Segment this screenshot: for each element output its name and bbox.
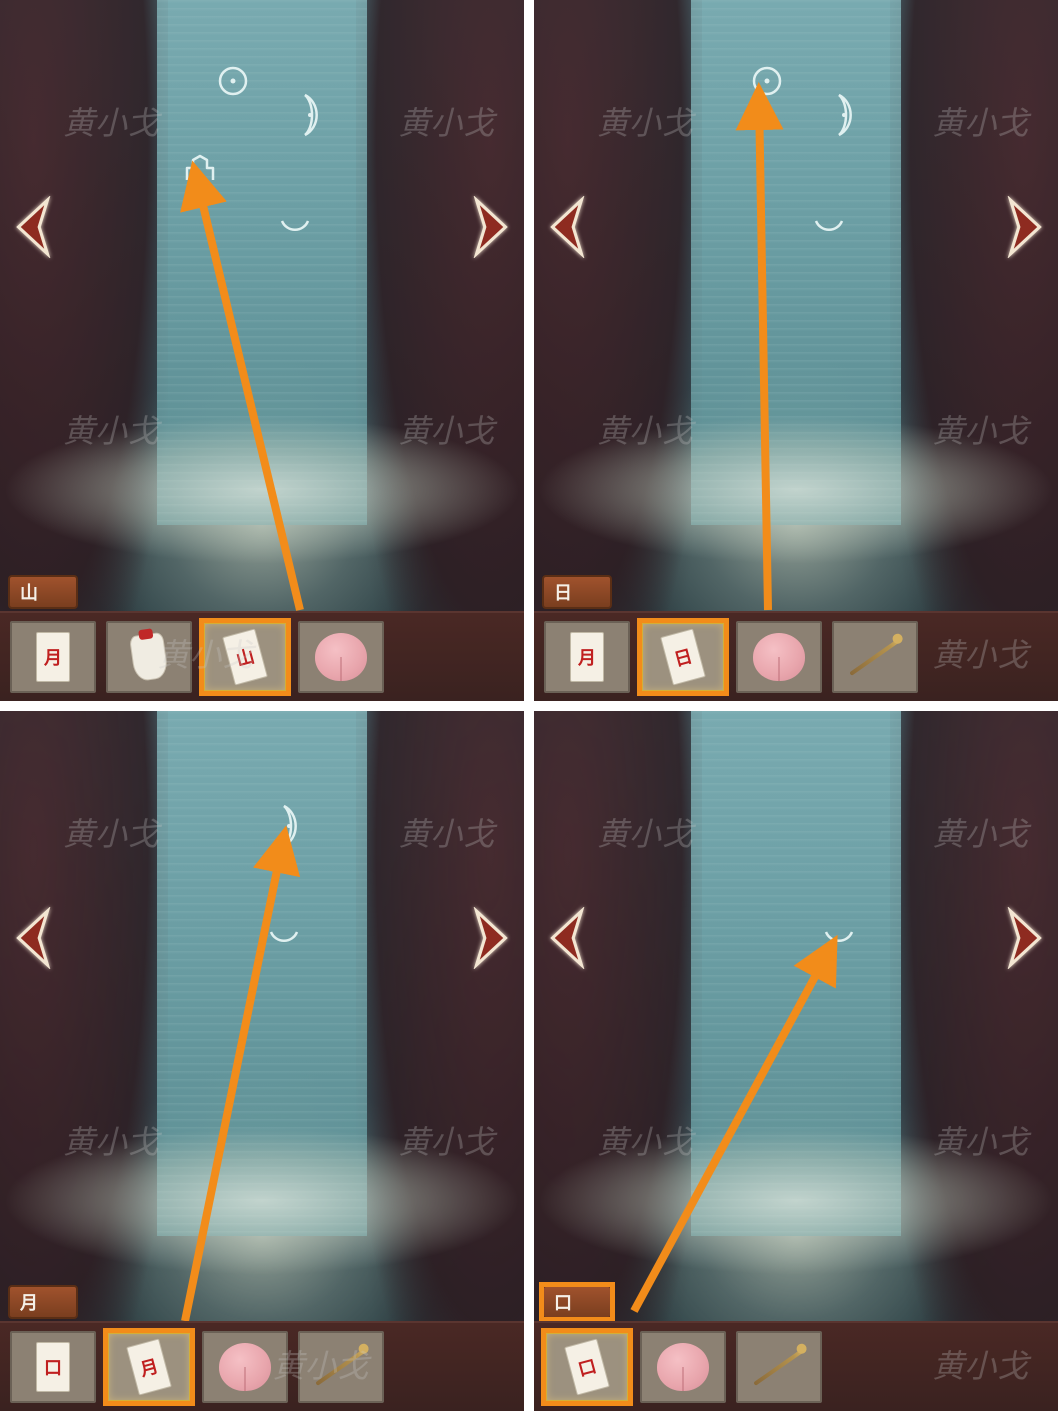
peach-item-icon [657,1343,709,1391]
mist [534,1096,1058,1306]
rocks-right [890,711,1058,1411]
nav-left-button[interactable] [8,907,60,969]
nav-left-button[interactable] [8,196,60,258]
nav-left-button[interactable] [542,907,594,969]
talisman-item-icon [222,628,268,685]
inventory-bar [534,1321,1058,1411]
game-panel-4: 口 黄小戈 黄小戈 黄小戈 黄小戈 黄小戈 [534,711,1058,1411]
glyph-moon-icon[interactable] [272,802,314,850]
item-label: 日 [542,575,612,609]
inventory-slot[interactable] [544,621,630,693]
staff-item-icon [315,1348,366,1386]
nav-right-button[interactable] [464,907,516,969]
nav-right-button[interactable] [464,196,516,258]
pouch-item-icon [129,631,169,681]
inventory-bar [0,611,524,701]
glyph-moon-icon[interactable] [293,91,335,139]
inventory-slot[interactable] [202,621,288,693]
staff-item-icon [753,1348,804,1386]
inventory-slot[interactable] [106,621,192,693]
glyph-bowl-icon[interactable] [278,217,312,239]
glyph-mountain-icon[interactable] [183,154,217,184]
rocks-right [890,0,1058,701]
inventory-slot[interactable] [736,1331,822,1403]
scene-bg [0,0,524,701]
inventory-slot[interactable] [544,1331,630,1403]
inventory-slot[interactable] [832,621,918,693]
nav-left-button[interactable] [542,196,594,258]
scene-bg [534,0,1058,701]
scene-bg [534,711,1058,1411]
talisman-item-icon [570,632,604,682]
talisman-item-icon [660,628,706,685]
talisman-item-icon [36,632,70,682]
talisman-item-icon [36,1342,70,1392]
glyph-bowl-icon[interactable] [267,928,301,950]
glyph-sun-icon[interactable] [749,63,785,99]
peach-item-icon [315,633,367,681]
glyph-moon-icon[interactable] [827,91,869,139]
inventory-bar [0,1321,524,1411]
glyph-sun-icon[interactable] [215,63,251,99]
nav-right-button[interactable] [998,907,1050,969]
mist [534,385,1058,595]
mist [0,1096,524,1306]
game-panel-3: 月 黄小戈 黄小戈 黄小戈 黄小戈 黄小戈 [0,711,524,1411]
game-panel-1: 山 黄小戈 黄小戈 黄小戈 黄小戈 黄小戈 [0,0,524,701]
talisman-item-icon [564,1338,610,1395]
rocks-right [356,0,524,701]
item-label: 月 [8,1285,78,1319]
staff-item-icon [849,638,900,676]
glyph-bowl-icon[interactable] [812,217,846,239]
inventory-slot[interactable] [106,1331,192,1403]
item-label: 山 [8,575,78,609]
inventory-slot[interactable] [10,1331,96,1403]
talisman-item-icon [126,1338,172,1395]
inventory-slot[interactable] [10,621,96,693]
peach-item-icon [219,1343,271,1391]
peach-item-icon [753,633,805,681]
item-label: 口 [542,1285,612,1319]
nav-right-button[interactable] [998,196,1050,258]
inventory-slot[interactable] [298,1331,384,1403]
inventory-slot[interactable] [736,621,822,693]
mist [0,385,524,595]
inventory-bar [534,611,1058,701]
inventory-slot[interactable] [202,1331,288,1403]
scene-bg [0,711,524,1411]
inventory-slot[interactable] [640,1331,726,1403]
glyph-bowl-icon[interactable] [822,928,856,950]
inventory-slot[interactable] [640,621,726,693]
rocks-right [356,711,524,1411]
game-panel-2: 日 黄小戈 黄小戈 黄小戈 黄小戈 黄小戈 [534,0,1058,701]
inventory-slot[interactable] [298,621,384,693]
